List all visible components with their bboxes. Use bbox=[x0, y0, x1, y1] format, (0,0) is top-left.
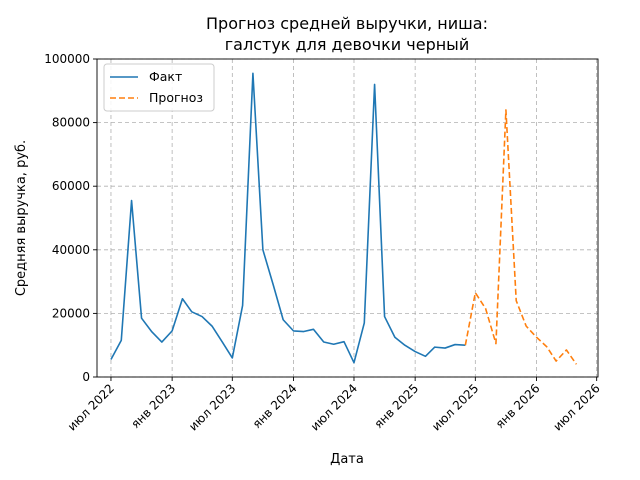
x-tick-label: янв 2026 bbox=[493, 381, 543, 431]
series-line-fact bbox=[110, 72, 466, 364]
series-layer bbox=[110, 72, 578, 365]
x-tick-label: июл 2024 bbox=[308, 381, 360, 433]
chart-title: Прогноз средней выручки, ниша: галстук д… bbox=[206, 14, 488, 54]
x-tick-label: янв 2024 bbox=[250, 381, 300, 431]
y-tick-label: 80000 bbox=[52, 116, 90, 130]
x-tick-label: июл 2022 bbox=[65, 381, 117, 433]
x-tick-label: янв 2023 bbox=[128, 381, 178, 431]
chart-title-line-1: Прогноз средней выручки, ниша: bbox=[206, 14, 488, 33]
y-tick-label: 60000 bbox=[52, 179, 90, 193]
chart-title-line-2: галстук для девочки черный bbox=[225, 35, 469, 54]
plot-area-frame bbox=[96, 58, 599, 378]
x-axis-label: Дата bbox=[330, 452, 364, 467]
y-tick-label: 100000 bbox=[44, 52, 90, 66]
x-tick-label: янв 2025 bbox=[371, 381, 421, 431]
y-tick-label: 40000 bbox=[52, 243, 90, 257]
legend-box bbox=[103, 63, 215, 112]
y-tick-label: 0 bbox=[82, 370, 90, 384]
legend-label-forecast: Прогноз bbox=[149, 90, 203, 105]
x-tick-label: июл 2025 bbox=[429, 381, 481, 433]
grid bbox=[97, 58, 598, 378]
legend-label-fact: Факт bbox=[149, 69, 182, 84]
y-tick-label: 20000 bbox=[52, 306, 90, 320]
y-axis-label: Средняя выручка, руб. bbox=[14, 140, 29, 296]
x-tick-label: июл 2026 bbox=[551, 381, 603, 433]
series-line-forecast bbox=[464, 109, 578, 365]
x-axis-ticks: июл 2022 янв 2023 июл 2023 янв 2024 июл 2024… bbox=[65, 377, 603, 434]
legend: Факт Прогноз bbox=[103, 63, 215, 112]
y-axis-ticks: 0 20000 40000 60000 80000 100000 bbox=[44, 52, 97, 384]
x-tick-label: июл 2023 bbox=[186, 381, 238, 433]
